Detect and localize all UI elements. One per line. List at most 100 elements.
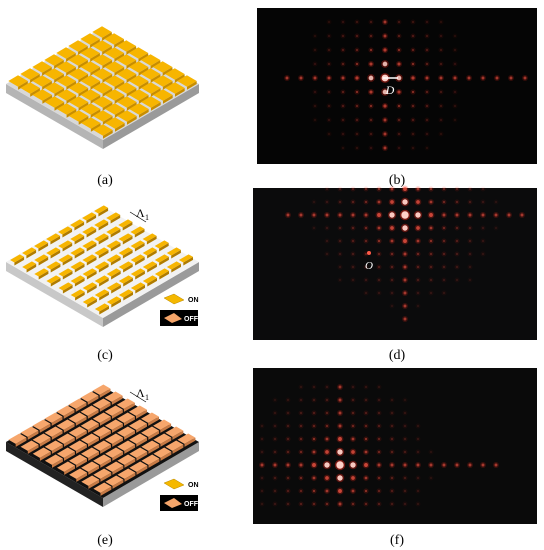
tile-side <box>126 46 137 55</box>
tile-side <box>103 130 113 139</box>
diffraction-spot <box>376 238 382 244</box>
tile-side <box>184 437 196 447</box>
tile-side <box>134 228 145 238</box>
diffraction-spot <box>376 475 382 481</box>
tile-side <box>171 249 181 259</box>
tile <box>106 296 121 305</box>
tile <box>82 226 97 235</box>
diffraction-spot <box>415 251 421 257</box>
tile <box>105 433 123 444</box>
diffraction-spot <box>391 451 393 453</box>
diffraction-spot <box>272 397 278 403</box>
diffraction-spot <box>326 240 328 242</box>
tile-side <box>87 284 97 294</box>
diffraction-spot <box>403 317 407 321</box>
tile-side <box>136 423 147 433</box>
diffraction-spot <box>368 145 374 151</box>
tile-side <box>87 395 99 405</box>
diffraction-spot <box>339 201 341 203</box>
tile <box>142 261 157 270</box>
diffraction-spot <box>402 410 408 416</box>
diffraction-spot <box>350 225 356 231</box>
tile <box>34 240 49 249</box>
diffraction-spot <box>403 239 407 243</box>
diffraction-spot <box>363 238 369 244</box>
diffraction-spot <box>391 292 393 294</box>
tile <box>92 82 113 94</box>
diffraction-spot <box>274 425 276 427</box>
diffraction-spot <box>337 277 343 283</box>
caption: (e) <box>97 533 113 548</box>
diffraction-spot <box>342 21 344 23</box>
diffraction-spot <box>259 501 265 507</box>
diffraction-spot <box>389 410 395 416</box>
diffraction-spot <box>378 490 380 492</box>
diffraction-spot <box>324 501 330 507</box>
tile <box>152 61 173 73</box>
tile <box>70 233 85 242</box>
diffraction-spot <box>350 384 356 390</box>
diffraction-spot <box>404 425 406 427</box>
diffraction-spot <box>403 291 407 295</box>
tile <box>117 110 137 122</box>
tile-side <box>160 423 172 433</box>
diffraction-spot <box>313 425 315 427</box>
diffraction-spot <box>410 47 416 53</box>
tile <box>70 289 85 298</box>
diffraction-spot <box>300 438 302 440</box>
tile <box>20 82 40 94</box>
diffraction-spot <box>352 266 354 268</box>
diffraction-spot <box>354 33 360 39</box>
diffraction-spot <box>351 502 355 506</box>
tile-side <box>98 235 109 245</box>
tile <box>32 75 52 87</box>
diffraction-spot <box>326 131 332 137</box>
diffraction-spot <box>415 290 421 296</box>
tile <box>142 247 157 256</box>
diffraction-spot <box>441 290 447 296</box>
diffraction-spot <box>365 292 367 294</box>
diffraction-spot <box>456 253 458 255</box>
diffraction-spot <box>274 477 276 479</box>
tile-side <box>122 235 133 245</box>
diffraction-spot <box>412 21 414 23</box>
tile-side <box>122 249 133 259</box>
diffraction-spot <box>441 251 447 257</box>
tile-side <box>88 479 100 489</box>
diffraction-spot <box>365 240 367 242</box>
tile <box>118 219 133 228</box>
tile-side <box>54 88 65 97</box>
tile <box>58 240 73 249</box>
tile-side <box>126 74 137 83</box>
diffraction-spot <box>352 386 354 388</box>
tile-side <box>39 423 51 433</box>
diffraction-spot <box>456 240 458 242</box>
diffraction-spot <box>378 266 380 268</box>
tile-side <box>148 458 160 468</box>
tile-side <box>138 53 149 62</box>
tile-side <box>99 388 111 398</box>
diffraction-spot <box>285 475 291 481</box>
tile-side <box>162 81 173 90</box>
legend-on: ON <box>188 482 199 489</box>
diffraction-spot <box>415 475 421 481</box>
diffraction-spot <box>377 213 381 217</box>
diffraction-spot <box>404 412 406 414</box>
diffraction-spot <box>285 488 291 494</box>
diffraction-spot <box>352 412 354 414</box>
diffraction-spot <box>377 450 381 454</box>
diffraction-spot <box>412 49 414 51</box>
tile-side <box>74 277 85 287</box>
diffraction-spot <box>314 49 316 51</box>
diffraction-spot <box>328 133 330 135</box>
diffraction-spot <box>429 239 433 243</box>
diffraction-spot <box>261 477 263 479</box>
tile <box>165 82 185 94</box>
diffraction-spot <box>312 463 316 467</box>
diffraction-spot <box>397 104 401 108</box>
diffraction-spot <box>324 462 330 468</box>
tile <box>130 268 145 277</box>
legend-off: OFF <box>184 501 199 508</box>
tile <box>94 289 109 298</box>
